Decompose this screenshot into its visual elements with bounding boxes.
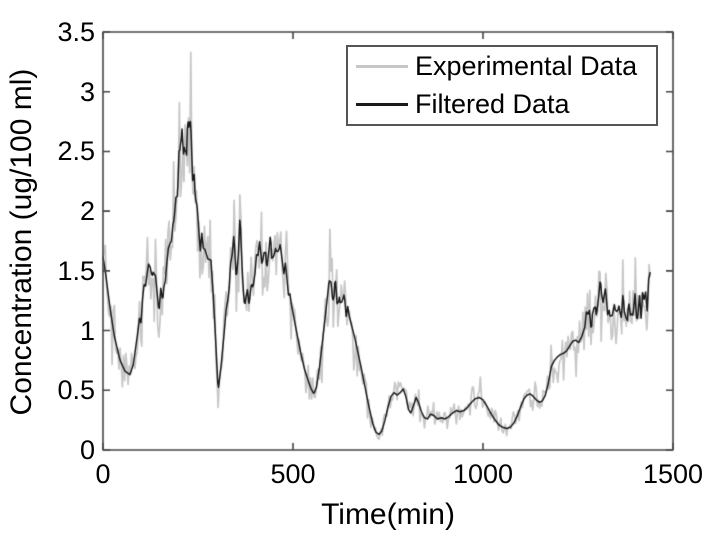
legend-entry-filtered: Filtered Data xyxy=(348,86,656,123)
y-tick-label: 2 xyxy=(79,196,95,227)
y-tick-label: 3.5 xyxy=(57,17,95,47)
filtered-line-swatch xyxy=(356,103,408,106)
y-tick-label: 2.5 xyxy=(57,136,95,167)
x-tick-label: 0 xyxy=(95,459,111,489)
y-tick-label: 1.5 xyxy=(57,255,95,286)
x-axis-label: Time(min) xyxy=(321,498,455,531)
legend-entry-experimental: Experimental Data xyxy=(348,48,656,85)
y-tick-label: 1 xyxy=(79,315,95,346)
x-tick-label: 1500 xyxy=(642,459,704,489)
legend-label-filtered: Filtered Data xyxy=(415,89,570,119)
experimental-line-swatch xyxy=(356,65,408,68)
y-tick-label: 0 xyxy=(79,435,95,465)
x-tick-label: 500 xyxy=(270,459,316,489)
legend: Experimental Data Filtered Data xyxy=(346,45,658,126)
x-tick-label: 1000 xyxy=(452,459,514,489)
y-tick-label: 0.5 xyxy=(57,375,95,406)
y-tick-label: 3 xyxy=(79,76,95,107)
legend-label-experimental: Experimental Data xyxy=(415,51,638,81)
